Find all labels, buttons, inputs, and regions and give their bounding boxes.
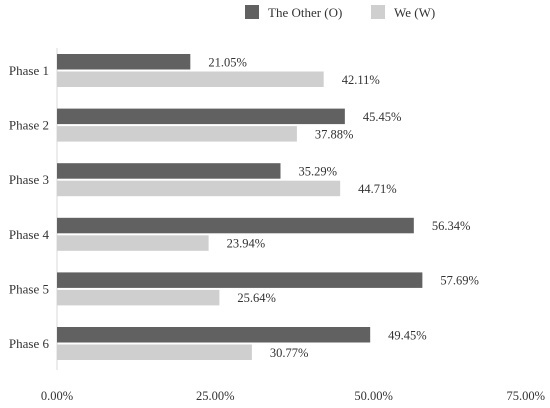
x-tick-label-3: 75.00%	[506, 389, 545, 403]
value-label-phase-3-the-other: 35.29%	[299, 164, 338, 178]
x-tick-label-0: 0.00%	[41, 389, 73, 403]
value-label-phase-1-we: 42.11%	[342, 73, 380, 87]
category-label-phase-3: Phase 3	[9, 172, 49, 187]
bar-phase-6-we	[57, 344, 252, 360]
bar-phase-3-we	[57, 180, 341, 197]
bar-phase-5-the-other	[57, 272, 423, 288]
category-label-phase-1: Phase 1	[9, 63, 49, 78]
legend-label-we: We (W)	[394, 5, 435, 20]
value-label-phase-6-the-other: 49.45%	[388, 328, 427, 342]
value-label-phase-4-we: 23.94%	[227, 237, 266, 251]
value-label-phase-2-we: 37.88%	[315, 127, 354, 141]
legend: The Other (O) We (W)	[245, 5, 435, 20]
value-labels: 21.05% 42.11% 45.45% 37.88% 35.29% 44.71% 56.3…	[208, 55, 479, 360]
value-label-phase-1-the-other: 21.05%	[208, 55, 247, 69]
bar-phase-5-we	[57, 289, 220, 306]
bar-phase-2-the-other	[57, 108, 345, 125]
bar-phase-1-the-other	[57, 54, 191, 70]
category-label-phase-6: Phase 6	[9, 336, 50, 351]
value-label-phase-2-the-other: 45.45%	[363, 110, 402, 124]
bar-phase-4-the-other	[57, 217, 414, 234]
value-label-phase-5-we: 25.64%	[237, 291, 276, 305]
category-label-phase-4: Phase 4	[9, 227, 50, 242]
x-tick-label-1: 25.00%	[196, 389, 235, 403]
legend-swatch-the-other	[245, 5, 259, 19]
bar-phase-2-we	[57, 126, 297, 142]
bar-phase-4-we	[57, 235, 209, 251]
bars-layer	[57, 54, 423, 360]
category-labels: Phase 1 Phase 2 Phase 3 Phase 4 Phase 5 Phase…	[9, 63, 50, 351]
x-tick-labels: 0.00% 25.00% 50.00% 75.00%	[41, 389, 545, 403]
bar-phase-1-we	[57, 71, 324, 87]
value-label-phase-4-the-other: 56.34%	[432, 219, 471, 233]
legend-label-the-other: The Other (O)	[268, 5, 342, 20]
category-label-phase-2: Phase 2	[9, 118, 49, 133]
bar-phase-6-the-other	[57, 327, 371, 343]
category-label-phase-5: Phase 5	[9, 281, 49, 296]
value-label-phase-6-we: 30.77%	[270, 346, 309, 360]
x-tick-label-2: 50.00%	[354, 389, 393, 403]
legend-swatch-we	[371, 5, 385, 19]
value-label-phase-3-we: 44.71%	[358, 182, 397, 196]
value-label-phase-5-the-other: 57.69%	[440, 274, 479, 288]
bar-phase-3-the-other	[57, 163, 281, 179]
